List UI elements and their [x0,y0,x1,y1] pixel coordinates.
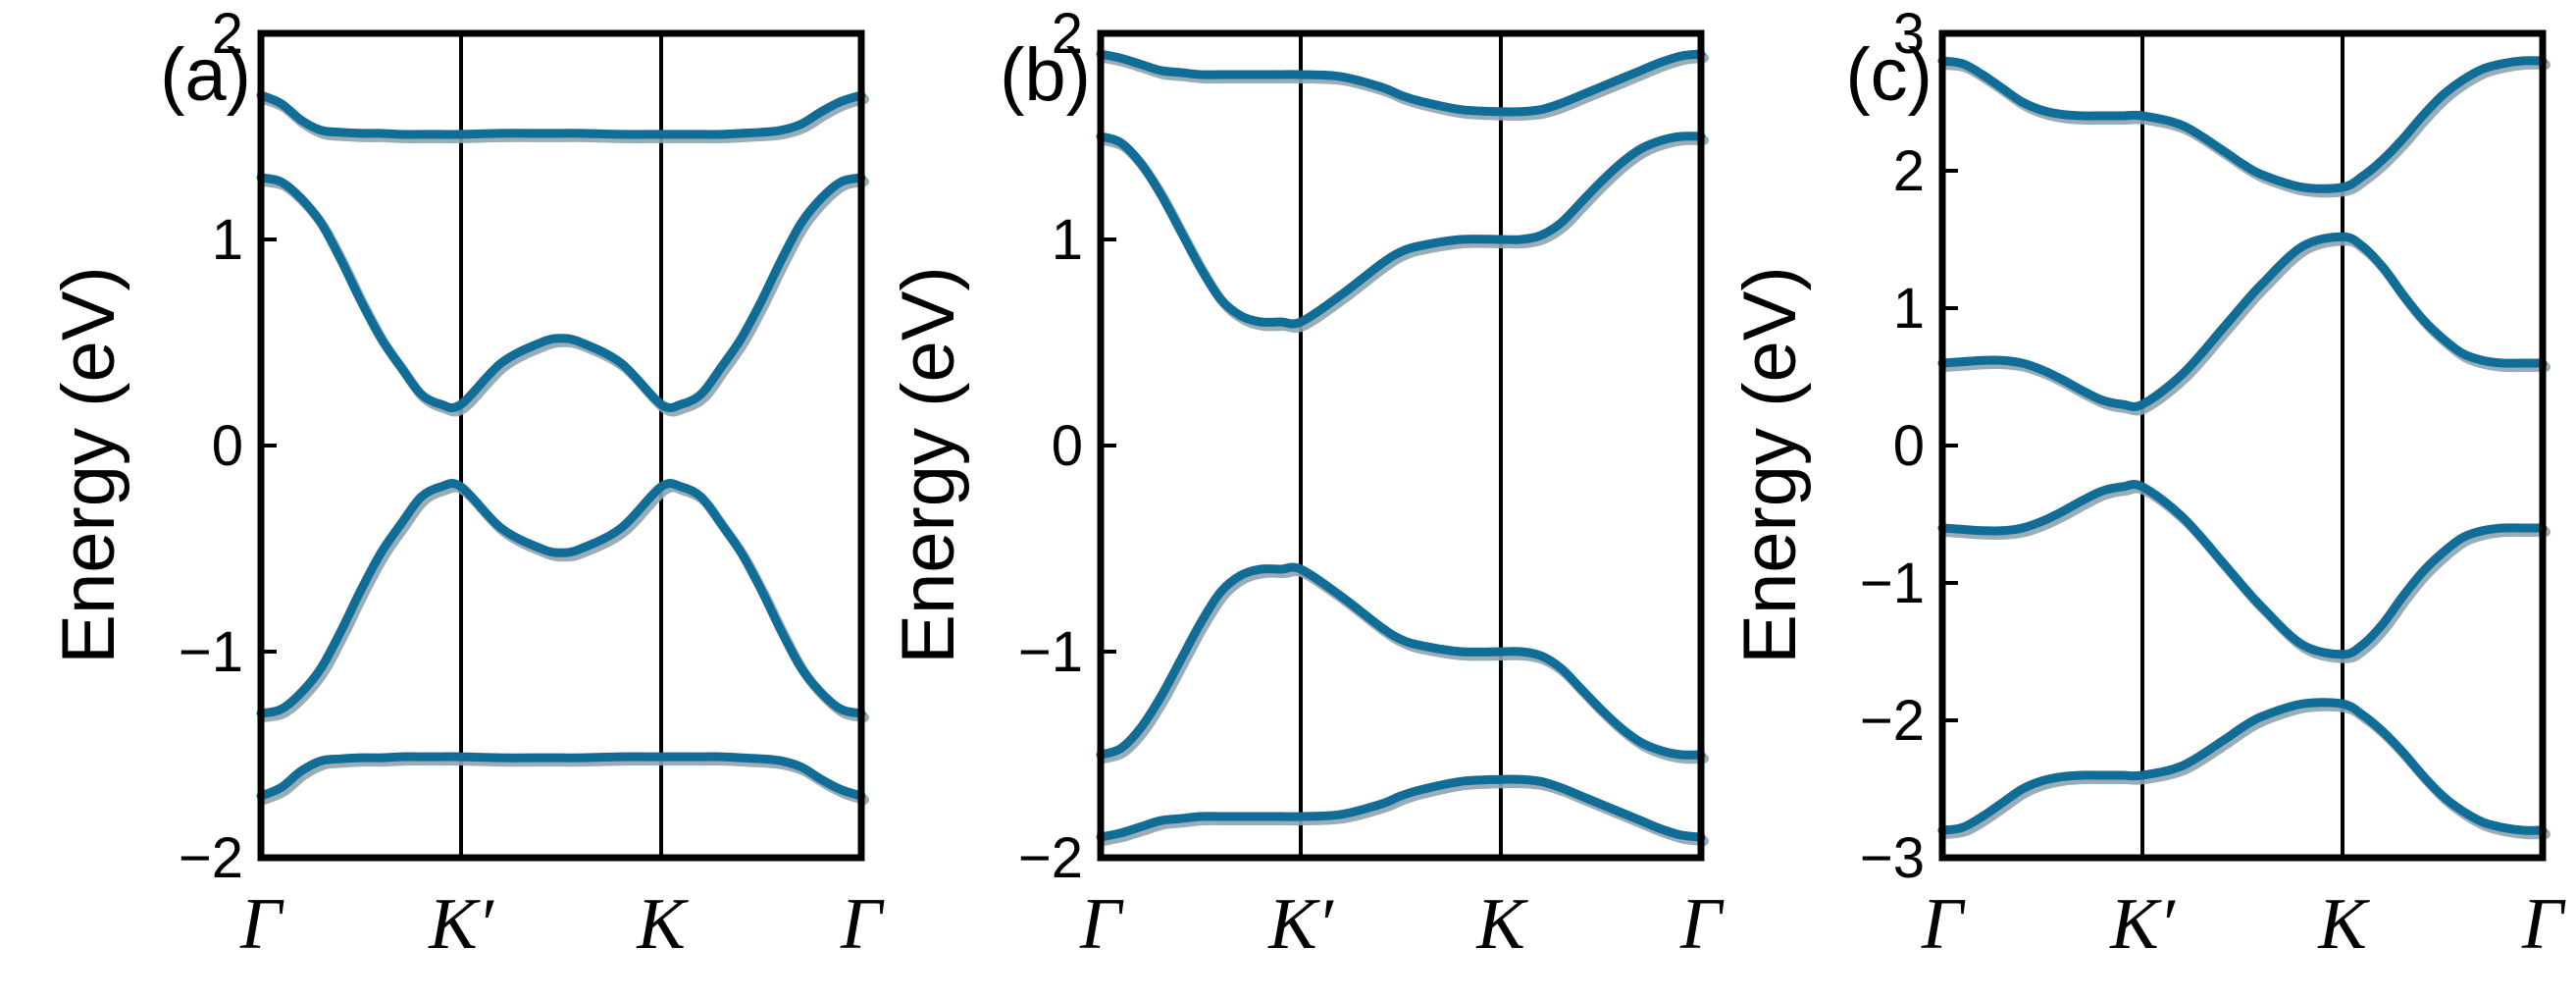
panel-b-band-4 [1096,774,1706,842]
panel-b-label: (b) [1000,33,1091,117]
panel-c-ytick-label-3: 0 [1893,414,1925,478]
panel-b-xtick-label-0: Γ [1079,884,1124,965]
panel-c-band-2 [1937,232,2548,411]
panel-b-band-3 [1096,562,1706,760]
panel-c-xtick-label-2: K [2317,884,2370,965]
panel-a-ytick-label-3: 1 [212,208,243,272]
panel-a-ytick-label-4: 2 [212,2,243,66]
panel-a-ytick-label-1: −1 [179,620,243,684]
panel-c-ytick-label-6: 3 [1893,2,1925,66]
panel-c-ytick-label-0: −3 [1860,826,1925,890]
panel-a-band-2 [256,173,866,413]
panel-a-xtick-label-3: Γ [840,884,885,965]
panel-a-ylabel: Energy (eV) [47,266,130,664]
panel-b-band-1 [1096,49,1706,117]
panel-b-ytick-label-2: 0 [1052,414,1083,478]
panel-c-band-3 [1937,480,2548,659]
panel-b-band-3-shadow [1099,566,1709,764]
panel-b-band-2 [1096,132,1706,329]
panel-b-ylabel: Energy (eV) [887,266,970,664]
panel-a-band-4 [256,752,866,801]
panel-c-ytick-label-4: 1 [1893,277,1925,341]
panel-a-label: (a) [160,33,251,117]
panel-b: −2 −1 0 1 2 Γ K′ K Γ Energy (eV) (b) [887,2,1725,965]
panel-a: −2 −1 0 1 2 Γ K′ K Γ Energy (eV) (a) [47,2,885,965]
panel-c-label: (c) [1845,33,1932,117]
panel-b-ytick-label-1: −1 [1018,620,1083,684]
panel-b-ytick-label-4: 2 [1052,2,1083,66]
panel-b-ytick-label-0: −2 [1018,826,1083,890]
panel-b-xtick-label-1: K′ [1267,884,1334,965]
panel-b-frame [1097,29,1705,862]
panel-a-band-3 [256,478,866,718]
panel-a-band-1 [256,90,866,139]
panel-c: −3 −2 −1 0 1 2 3 Γ K′ K Γ Energy (eV) (c) [1728,2,2566,965]
panel-b-ytick-label-3: 1 [1052,208,1083,272]
panel-c-band-2-shadow [1940,236,2550,416]
panel-a-band-4-shadow [259,756,869,805]
panel-c-ytick-label-2: −1 [1860,552,1925,615]
panel-a-ytick-label-2: 0 [212,414,243,478]
panel-c-ytick-label-5: 2 [1893,139,1925,203]
panel-b-xtick-label-3: Γ [1679,884,1725,965]
panel-c-xtick-label-0: Γ [1921,884,1966,965]
panel-c-xtick-label-1: K′ [2109,884,2176,965]
panel-a-xtick-label-0: Γ [239,884,284,965]
panel-c-ytick-label-1: −2 [1860,689,1925,753]
panel-c-xtick-label-3: Γ [2521,884,2566,965]
panel-a-xtick-label-1: K′ [428,884,494,965]
panel-c-band-1 [1937,56,2548,193]
panel-c-band-3-shadow [1940,483,2550,663]
panel-b-band-1-shadow [1099,53,1709,122]
panel-c-band-4 [1937,698,2548,835]
panel-b-xtick-label-2: K [1475,884,1528,965]
panel-c-ylabel: Energy (eV) [1728,266,1812,664]
panel-a-ytick-label-0: −2 [179,826,243,890]
panel-a-frame [257,29,865,862]
panel-a-xtick-label-2: K [636,884,689,965]
